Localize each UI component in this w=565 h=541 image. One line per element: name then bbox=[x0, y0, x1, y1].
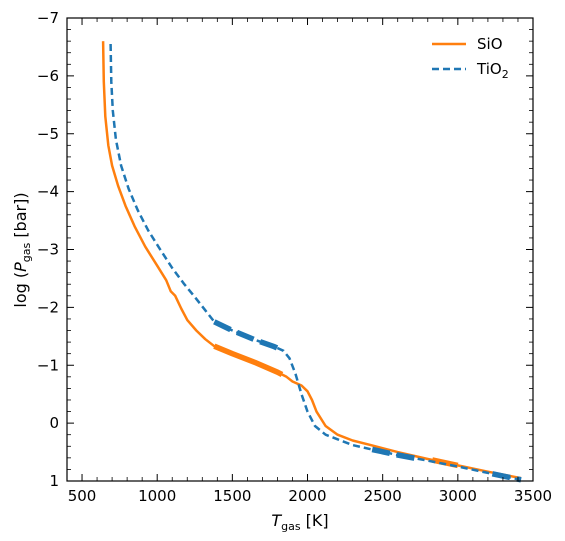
legend-label-tio2: TiO2 bbox=[476, 60, 509, 81]
x-tick-label: 3000 bbox=[439, 487, 477, 505]
y-tick-label: −2 bbox=[37, 298, 59, 316]
x-tick-label: 500 bbox=[68, 487, 97, 505]
y-tick-label: −5 bbox=[37, 125, 59, 143]
y-tick-label: −4 bbox=[37, 183, 59, 201]
y-tick-label: −3 bbox=[37, 241, 59, 259]
y-tick-label: −7 bbox=[37, 9, 59, 27]
series-thick-segment-tio2 bbox=[371, 446, 417, 462]
series-thick-segment-sio bbox=[213, 343, 284, 377]
y-axis-label: log (Pgas [bar]) bbox=[11, 192, 33, 307]
plot-frame bbox=[66, 17, 534, 482]
x-axis-label: Tgas [K] bbox=[271, 511, 328, 533]
x-tick-label: 2000 bbox=[288, 487, 326, 505]
legend: SiO TiO2 bbox=[432, 35, 509, 81]
series-thick-segment-tio2 bbox=[213, 319, 279, 351]
series-thick-segment-tio2 bbox=[491, 471, 522, 483]
x-tick-label: 2500 bbox=[364, 487, 402, 505]
y-tick-label: 1 bbox=[49, 472, 59, 490]
series-layer bbox=[101, 41, 522, 483]
x-tick-label: 1000 bbox=[138, 487, 176, 505]
y-tick-label: 0 bbox=[49, 414, 59, 432]
legend-label-sio: SiO bbox=[477, 35, 503, 53]
x-tick-label: 1500 bbox=[213, 487, 251, 505]
x-tick-label: 3500 bbox=[514, 487, 552, 505]
tick-layer: 500 1000 1500 2000 2500 3000 3500 −7 −6 −5 −4 −3 −2 −… bbox=[37, 9, 552, 505]
series-line-tio2 bbox=[109, 43, 522, 482]
y-tick-label: −6 bbox=[37, 67, 59, 85]
y-tick-label: −1 bbox=[37, 356, 59, 374]
